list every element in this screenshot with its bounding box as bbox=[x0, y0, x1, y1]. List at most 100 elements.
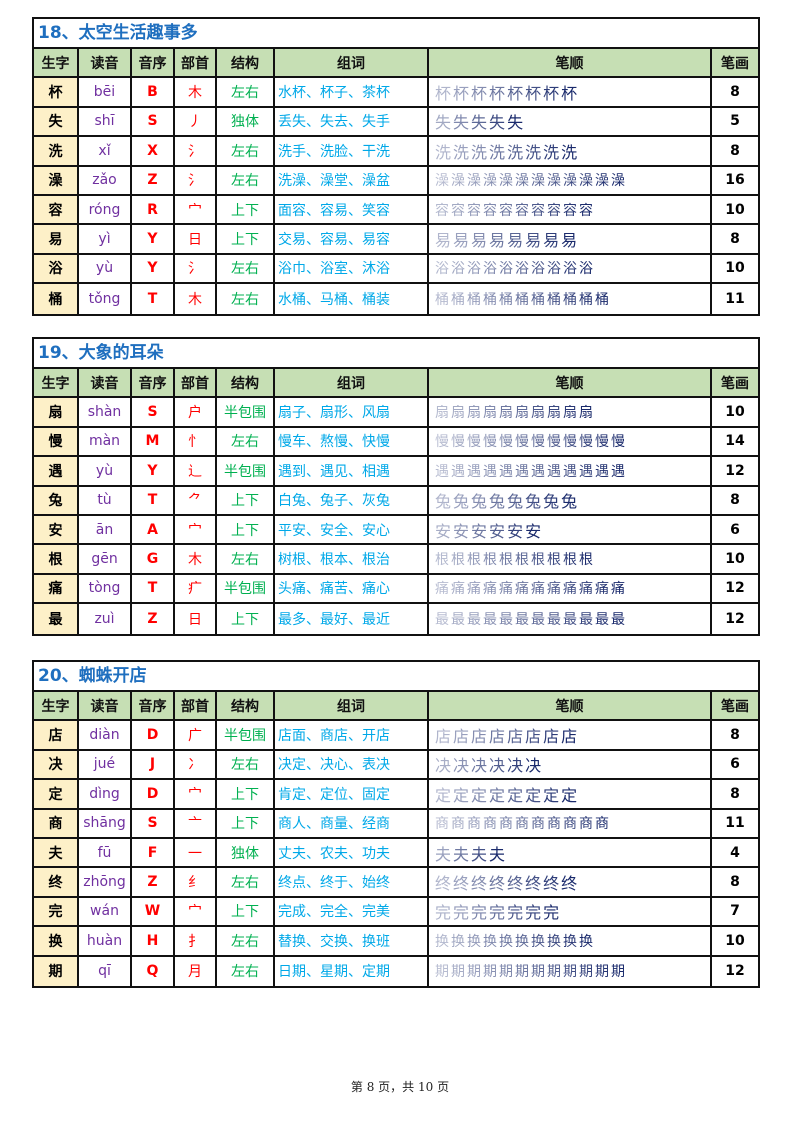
radical: 疒 bbox=[175, 574, 217, 603]
table-row: 痛 tòng T 疒半包围 头痛、痛苦、痛心痛痛痛痛痛痛痛痛痛痛痛痛 12 bbox=[34, 574, 758, 605]
word-groups: 头痛、痛苦、痛心 bbox=[275, 574, 429, 603]
stroke-frame: 期 bbox=[499, 964, 513, 981]
stroke-frame: 定 bbox=[525, 785, 542, 805]
table-row: 换 huàn H 扌左右 替换、交换、换班换换换换换换换换换换 10 bbox=[34, 927, 758, 957]
radical: 木 bbox=[175, 545, 217, 573]
stroke-frame: 容 bbox=[435, 202, 449, 219]
structure: 半包围 bbox=[217, 398, 275, 426]
stroke-order: 完完完完完完完 bbox=[429, 897, 712, 926]
pinyin: róng bbox=[79, 195, 132, 224]
stroke-frame: 杯 bbox=[471, 84, 488, 104]
stroke-frame: 扇 bbox=[499, 405, 513, 422]
stroke-frame: 最 bbox=[499, 611, 513, 628]
structure: 上下 bbox=[217, 486, 275, 514]
column-header: 笔画 bbox=[712, 692, 758, 720]
character: 易 bbox=[34, 225, 79, 253]
stroke-frame: 慢 bbox=[451, 434, 465, 451]
initial-letter: T bbox=[132, 574, 175, 603]
stroke-frame: 商 bbox=[467, 816, 481, 833]
stroke-frame: 浴 bbox=[451, 261, 465, 278]
stroke-count: 10 bbox=[725, 404, 745, 421]
stroke-frame: 扇 bbox=[483, 405, 497, 422]
stroke-frame: 澡 bbox=[467, 173, 481, 190]
stroke-frame: 遇 bbox=[451, 463, 465, 480]
word-groups: 白兔、兔子、灰兔 bbox=[275, 486, 429, 514]
stroke-frame: 痛 bbox=[467, 581, 481, 598]
stroke-frame: 期 bbox=[435, 964, 449, 981]
stroke-frame: 夫 bbox=[471, 844, 488, 864]
stroke-frame: 商 bbox=[483, 816, 497, 833]
radical: 月 bbox=[175, 956, 217, 986]
structure: 左右 bbox=[217, 254, 275, 283]
table-row: 夫 fū F 一独体 丈夫、农夫、功夫夫夫夫夫 4 bbox=[34, 838, 758, 869]
stroke-frame: 决 bbox=[507, 756, 524, 776]
initial-letter: Y bbox=[132, 225, 175, 253]
structure: 左右 bbox=[217, 137, 275, 165]
stroke-frame: 澡 bbox=[595, 173, 609, 190]
pinyin: shāng bbox=[79, 809, 132, 837]
radical: 一 bbox=[175, 838, 217, 867]
radical: ⺈ bbox=[175, 486, 217, 514]
stroke-frame: 最 bbox=[451, 611, 465, 628]
stroke-frame: 洗 bbox=[489, 142, 506, 162]
stroke-frame: 慢 bbox=[499, 434, 513, 451]
stroke-frame: 杯 bbox=[543, 84, 560, 104]
pinyin: dìng bbox=[79, 780, 132, 808]
initial-letter: Y bbox=[132, 254, 175, 283]
structure: 独体 bbox=[217, 107, 275, 136]
stroke-frame: 容 bbox=[579, 202, 593, 219]
stroke-frame: 安 bbox=[435, 521, 452, 541]
table-row: 失 shī S 丿独体 丢失、失去、失手失失失失失 5 bbox=[34, 107, 758, 138]
initial-letter: T bbox=[132, 486, 175, 514]
character: 扇 bbox=[34, 398, 79, 426]
stroke-order: 洗洗洗洗洗洗洗洗 bbox=[429, 137, 712, 165]
stroke-count: 12 bbox=[725, 580, 745, 597]
stroke-frame: 易 bbox=[435, 231, 452, 251]
stroke-frame: 杯 bbox=[561, 84, 578, 104]
radical: 广 bbox=[175, 721, 217, 749]
column-header: 组词 bbox=[275, 692, 429, 720]
column-header: 音序 bbox=[132, 49, 175, 77]
stroke-frame: 澡 bbox=[515, 173, 529, 190]
radical: 丿 bbox=[175, 107, 217, 136]
stroke-frame: 决 bbox=[435, 756, 452, 776]
character: 决 bbox=[34, 750, 79, 779]
initial-letter: T bbox=[132, 284, 175, 314]
stroke-frame: 扇 bbox=[547, 405, 561, 422]
stroke-frame: 完 bbox=[471, 903, 488, 923]
radical: 氵 bbox=[175, 254, 217, 283]
stroke-frame: 桶 bbox=[579, 291, 593, 308]
radical: 纟 bbox=[175, 868, 217, 896]
word-groups: 终点、终于、始终 bbox=[275, 868, 429, 896]
column-header: 笔顺 bbox=[429, 369, 712, 397]
stroke-frame: 慢 bbox=[595, 434, 609, 451]
stroke-frame: 决 bbox=[453, 756, 470, 776]
stroke-frame: 换 bbox=[531, 933, 545, 950]
stroke-frame: 最 bbox=[467, 611, 481, 628]
structure: 左右 bbox=[217, 750, 275, 779]
radical: 辶 bbox=[175, 457, 217, 485]
stroke-frame: 根 bbox=[531, 552, 545, 569]
stroke-frame: 容 bbox=[451, 202, 465, 219]
stroke-frame: 期 bbox=[531, 964, 545, 981]
table-row: 完 wán W 宀上下 完成、完全、完美完完完完完完完 7 bbox=[34, 897, 758, 928]
column-header: 笔画 bbox=[712, 49, 758, 77]
table-row: 澡 zǎo Z 氵左右 洗澡、澡堂、澡盆澡澡澡澡澡澡澡澡澡澡澡澡 16 bbox=[34, 166, 758, 196]
stroke-frame: 痛 bbox=[483, 581, 497, 598]
stroke-frame: 换 bbox=[563, 933, 577, 950]
stroke-frame: 安 bbox=[507, 521, 524, 541]
stroke-frame: 夫 bbox=[435, 844, 452, 864]
stroke-frame: 痛 bbox=[595, 581, 609, 598]
stroke-frame: 澡 bbox=[483, 173, 497, 190]
stroke-frame: 痛 bbox=[515, 581, 529, 598]
stroke-frame: 兔 bbox=[525, 492, 542, 512]
stroke-frame: 易 bbox=[561, 231, 578, 251]
stroke-count: 8 bbox=[730, 727, 740, 744]
stroke-frame: 澡 bbox=[547, 173, 561, 190]
stroke-frame: 遇 bbox=[547, 463, 561, 480]
stroke-frame: 换 bbox=[467, 933, 481, 950]
column-header: 结构 bbox=[217, 692, 275, 720]
stroke-count: 8 bbox=[730, 142, 740, 159]
stroke-frame: 店 bbox=[489, 727, 506, 747]
stroke-frame: 换 bbox=[515, 933, 529, 950]
